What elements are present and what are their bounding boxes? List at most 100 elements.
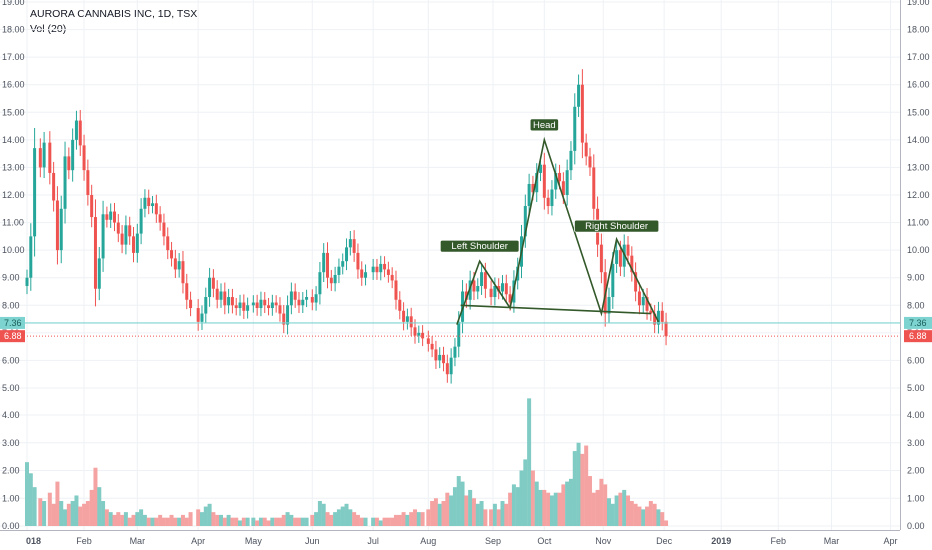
volume-bar [645, 506, 650, 526]
candle-body [29, 236, 33, 278]
candle-body [542, 164, 546, 198]
candle-body [270, 302, 274, 309]
candle-body [185, 283, 189, 300]
candle-body [445, 363, 449, 375]
candle-body [615, 250, 619, 264]
candle-body [326, 252, 330, 278]
volume-bar [441, 501, 446, 526]
volume-bar [610, 503, 615, 526]
volume-bar [534, 481, 539, 526]
candle-body [33, 148, 37, 237]
left-price-tick-label: 8.00 [2, 300, 20, 310]
volume-bar [226, 514, 231, 526]
volume-bar [116, 512, 121, 526]
candle-body [500, 283, 504, 292]
candle-body [413, 327, 417, 336]
candle-body [626, 244, 630, 256]
candle-body [322, 252, 326, 273]
volume-bar [131, 514, 136, 526]
volume-bar [591, 492, 596, 526]
candle-body [93, 217, 97, 289]
volume-bar [161, 517, 166, 526]
candle-body [352, 239, 356, 253]
right-price-tick-label: 8.00 [907, 300, 925, 310]
pattern-label-box [529, 118, 559, 132]
candle-body [42, 142, 46, 168]
candle-body [457, 321, 461, 347]
candle-body [318, 272, 322, 295]
candle-body [599, 244, 603, 273]
volume-bar [468, 489, 473, 526]
volume-bar [413, 509, 417, 526]
volume-bar [626, 495, 631, 526]
candle-body [476, 285, 480, 292]
volume-bar [104, 509, 109, 526]
volume-bar [393, 514, 398, 526]
volume-bar [135, 512, 140, 526]
volume-bar [629, 501, 634, 526]
volume-bar [321, 503, 326, 526]
candle-body [364, 272, 368, 278]
candle-body [297, 299, 301, 306]
candle-body [360, 269, 364, 278]
candle-body [132, 236, 136, 253]
right-volume-tick-label: 2.00 [907, 466, 925, 476]
volume-bar [359, 517, 364, 526]
volume-bar [28, 473, 33, 526]
left-price-tick-label: 16.00 [2, 80, 25, 90]
candle-body [170, 250, 174, 259]
time-tick-label: Feb [76, 536, 92, 546]
time-tick-label: Nov [595, 536, 612, 546]
right-price-tick-label: 10.00 [907, 245, 930, 255]
volume-bar [430, 501, 435, 526]
volume-bar [146, 517, 151, 526]
chart-legend: AURORA CANNABIS INC, 1D, TSX Vol (20) [30, 7, 197, 37]
horizontal-levels [0, 322, 900, 337]
candle-body [493, 285, 497, 298]
volume-bar [112, 514, 117, 526]
volume-bar [475, 503, 480, 526]
right-price-tag [904, 330, 932, 343]
candle-body [434, 349, 438, 361]
volume-bar [329, 514, 334, 526]
volume-bar [158, 514, 163, 526]
volume-bar [508, 492, 513, 526]
volume-bar [258, 517, 263, 526]
volume-bar [479, 501, 484, 526]
volume-bar [89, 489, 94, 526]
candle-body [38, 148, 42, 168]
candle-body [546, 197, 550, 207]
candle-body [592, 167, 596, 209]
volume-bar [576, 442, 581, 526]
left-price-tick-label: 13.00 [2, 162, 25, 172]
volume-bar [317, 501, 322, 526]
candle-body [105, 214, 109, 220]
candle-body [251, 302, 255, 306]
candle-body [112, 211, 116, 223]
candle-body [409, 316, 413, 328]
right-price-tick-label: 14.00 [907, 135, 930, 145]
volume-bar [561, 484, 566, 526]
volume-bar [59, 501, 64, 526]
candle-body [386, 269, 390, 275]
candle-body [71, 139, 75, 171]
volume-bar [656, 509, 661, 526]
candle-body [345, 247, 349, 262]
volume-bar [546, 492, 551, 526]
candle-body [630, 255, 634, 273]
left-price-tick-label: 14.00 [2, 135, 25, 145]
candle-body [333, 274, 337, 284]
time-tick-label: May [245, 536, 263, 546]
volume-bar [538, 489, 543, 526]
candle-body [426, 338, 430, 344]
right-price-tick-label: 6.00 [907, 355, 925, 365]
candle-body [208, 277, 212, 298]
pattern-label-box [439, 239, 520, 253]
volume-bar [614, 495, 619, 526]
volume-bar [97, 487, 102, 526]
volume-bar [504, 503, 509, 526]
candle-body [74, 120, 78, 140]
candle-body [162, 222, 166, 237]
left-price-tag [0, 316, 25, 329]
